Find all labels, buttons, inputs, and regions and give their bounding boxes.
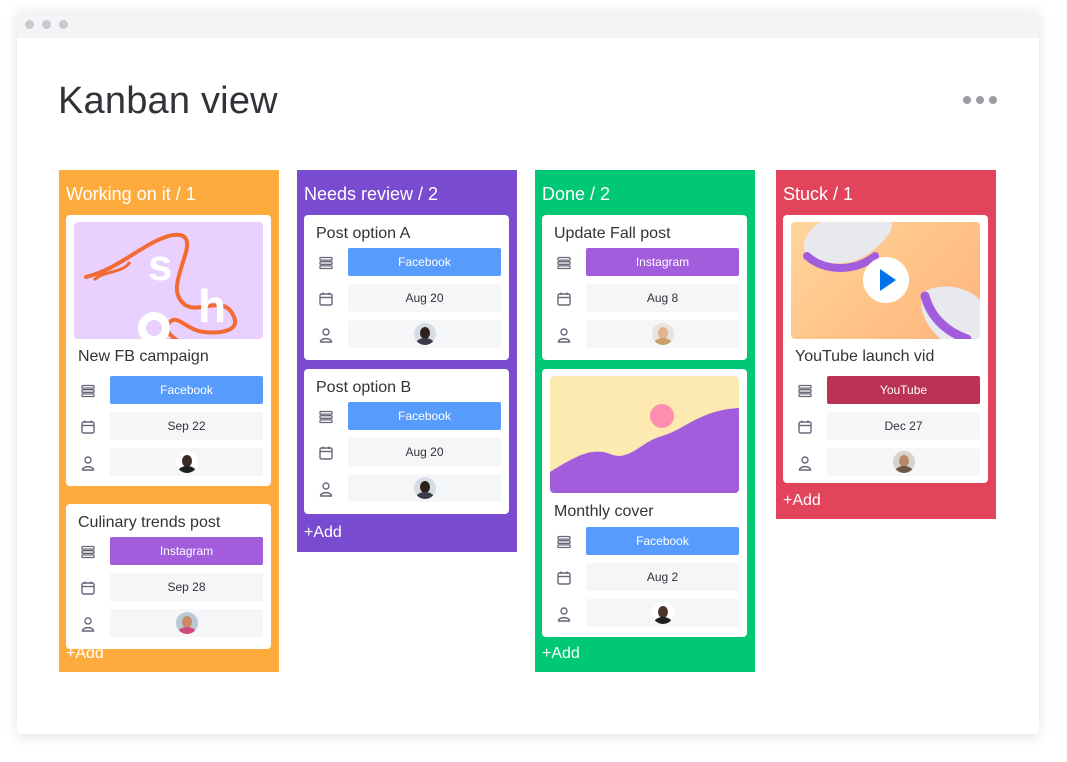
add-card-button[interactable]: +Add [304, 524, 342, 541]
person-avatar [651, 602, 674, 624]
person-field[interactable] [348, 474, 501, 502]
person-icon [556, 606, 572, 622]
list-icon [318, 255, 334, 271]
date-field[interactable]: Aug 8 [586, 284, 739, 312]
calendar-icon [80, 580, 96, 596]
kanban-card[interactable]: Monthly cover Facebook Aug 2 [542, 369, 747, 637]
column-header: Needs review / 2 [304, 184, 439, 204]
card-image-landscape-artwork [550, 376, 739, 493]
card-image-sneakers-video-thumbnail[interactable] [791, 222, 980, 339]
list-icon [797, 383, 813, 399]
calendar-icon [556, 570, 572, 586]
person-field[interactable] [586, 599, 739, 627]
list-icon [556, 255, 572, 271]
person-field[interactable] [110, 609, 263, 637]
page-title: Kanban view [58, 80, 278, 122]
card-title: New FB campaign [78, 348, 209, 365]
person-avatar [413, 323, 436, 345]
kanban-card[interactable]: Culinary trends post Instagram Sep 28 [66, 504, 271, 649]
card-title: Post option A [316, 225, 411, 242]
column-header: Done / 2 [542, 184, 611, 204]
date-field[interactable]: Aug 20 [348, 284, 501, 312]
person-icon [556, 327, 572, 343]
add-card-button[interactable]: +Add [542, 645, 580, 662]
group-tag-instagram[interactable]: Instagram [110, 537, 263, 565]
calendar-icon [318, 445, 334, 461]
person-icon [80, 616, 96, 632]
more-options-icon[interactable] [963, 92, 997, 108]
person-avatar [175, 451, 198, 473]
date-field[interactable]: Sep 22 [110, 412, 263, 440]
person-avatar [651, 323, 674, 345]
date-field[interactable]: Dec 27 [827, 412, 980, 440]
date-field[interactable]: Sep 28 [110, 573, 263, 601]
person-field[interactable] [110, 448, 263, 476]
card-title: YouTube launch vid [795, 348, 935, 365]
kanban-column-done: Done / 2 Update Fall post Instagram Aug … [535, 170, 755, 672]
group-tag-youtube[interactable]: YouTube [827, 376, 980, 404]
group-tag-facebook[interactable]: Facebook [586, 527, 739, 555]
card-title: Update Fall post [554, 225, 671, 242]
card-title: Post option B [316, 379, 412, 396]
group-tag-instagram[interactable]: Instagram [586, 248, 739, 276]
person-icon [80, 455, 96, 471]
group-tag-facebook[interactable]: Facebook [348, 248, 501, 276]
app-window: Kanban view Working on it / 1 s h New FB… [17, 12, 1039, 734]
person-avatar [892, 451, 915, 473]
list-icon [80, 544, 96, 560]
svg-text:h: h [198, 280, 226, 332]
kanban-card[interactable]: Update Fall post Instagram Aug 8 [542, 215, 747, 360]
kanban-card[interactable]: YouTube launch vid YouTube Dec 27 [783, 215, 988, 483]
add-card-button[interactable]: +Add [66, 645, 104, 662]
card-title: Culinary trends post [78, 514, 221, 531]
kanban-column-needs-review: Needs review / 2 Post option A Facebook … [297, 170, 517, 552]
person-field[interactable] [348, 320, 501, 348]
person-field[interactable] [827, 448, 980, 476]
kanban-card[interactable]: Post option A Facebook Aug 20 [304, 215, 509, 360]
window-control-dot[interactable] [59, 20, 68, 29]
list-icon [80, 383, 96, 399]
add-card-button[interactable]: +Add [783, 492, 821, 509]
person-icon [318, 481, 334, 497]
window-titlebar [17, 12, 1039, 38]
person-avatar [175, 612, 198, 634]
calendar-icon [556, 291, 572, 307]
kanban-card[interactable]: Post option B Facebook Aug 20 [304, 369, 509, 514]
group-tag-facebook[interactable]: Facebook [348, 402, 501, 430]
svg-text:s: s [148, 241, 172, 290]
calendar-icon [80, 419, 96, 435]
list-icon [318, 409, 334, 425]
kanban-column-working-on-it: Working on it / 1 s h New FB campaign Fa… [59, 170, 279, 672]
date-field[interactable]: Aug 20 [348, 438, 501, 466]
list-icon [556, 534, 572, 550]
person-avatar [413, 477, 436, 499]
kanban-column-stuck: Stuck / 1 YouTube launch vid YouTube [776, 170, 996, 519]
calendar-icon [797, 419, 813, 435]
column-header: Stuck / 1 [783, 184, 854, 204]
date-field[interactable]: Aug 2 [586, 563, 739, 591]
window-control-dot[interactable] [42, 20, 51, 29]
calendar-icon [318, 291, 334, 307]
person-icon [797, 455, 813, 471]
window-control-dot[interactable] [25, 20, 34, 29]
column-header: Working on it / 1 [66, 184, 196, 204]
person-icon [318, 327, 334, 343]
kanban-card[interactable]: s h New FB campaign Facebook Sep 22 [66, 215, 271, 486]
person-field[interactable] [586, 320, 739, 348]
card-image-show-artwork: s h [74, 222, 263, 339]
card-title: Monthly cover [554, 503, 654, 520]
group-tag-facebook[interactable]: Facebook [110, 376, 263, 404]
